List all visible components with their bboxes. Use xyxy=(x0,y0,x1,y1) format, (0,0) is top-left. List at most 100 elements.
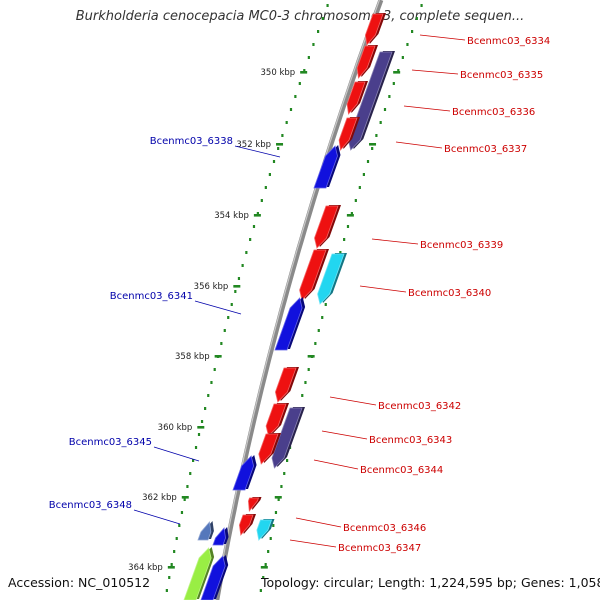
track-dot-inner xyxy=(220,342,223,345)
track-dot-inner xyxy=(223,329,226,332)
track-dot-inner xyxy=(173,550,176,553)
forward-gene-6 xyxy=(314,205,341,249)
forward-gene-11 xyxy=(271,407,305,469)
track-dot-inner xyxy=(298,82,301,85)
gene-edge xyxy=(197,521,212,541)
track-dot-inner xyxy=(234,290,237,293)
gene-label: Bcenmc03_6339 xyxy=(420,240,503,251)
topology-label: Topology: xyxy=(261,575,320,590)
track-dot-outer xyxy=(379,121,382,124)
leader-line xyxy=(313,459,359,470)
track-dot-inner xyxy=(189,472,192,475)
gene-edge xyxy=(346,81,366,115)
leader-line xyxy=(289,539,337,548)
tick-mark xyxy=(197,426,205,429)
track-dot-outer xyxy=(286,459,289,462)
accession-line: Accession: NC_010512 xyxy=(8,575,150,590)
track-dot-inner xyxy=(294,95,297,98)
gene-label: Bcenmc03_6336 xyxy=(452,107,535,118)
gene-label: Bcenmc03_6335 xyxy=(460,70,543,81)
track-dot-inner xyxy=(252,225,256,228)
gene-body xyxy=(339,118,357,150)
gene-body xyxy=(275,368,296,402)
gene-edge xyxy=(338,117,358,151)
track-dot-inner xyxy=(204,407,207,410)
tick-mark xyxy=(181,496,189,499)
gene-edge xyxy=(364,13,384,46)
track-dot-outer xyxy=(420,4,423,7)
accession-value: NC_010512 xyxy=(78,575,151,590)
track-dot-inner xyxy=(183,498,186,501)
track-dot-inner xyxy=(264,186,267,189)
gene-body xyxy=(317,254,344,304)
track-dot-inner xyxy=(277,147,280,150)
gene-edge xyxy=(274,297,303,351)
gene-edge xyxy=(247,497,260,513)
gene-edge xyxy=(271,407,303,469)
reverse-gene-7 xyxy=(200,555,229,600)
gene-label: Bcenmc03_6337 xyxy=(444,144,527,155)
track-dot-inner xyxy=(281,134,284,137)
gene-body xyxy=(184,548,212,600)
tick-mark xyxy=(274,496,282,499)
track-dot-outer xyxy=(307,368,310,371)
tick-label: 356 kbp xyxy=(194,282,229,292)
gene-label: Bcenmc03_6347 xyxy=(338,543,421,554)
leader-line xyxy=(321,430,368,440)
gene-label: Bcenmc03_6342 xyxy=(378,401,461,412)
gene-label: Bcenmc03_6338 xyxy=(150,136,233,147)
gene-body xyxy=(357,46,375,78)
tick-mark xyxy=(233,285,241,288)
track-dot-outer xyxy=(339,251,342,254)
forward-gene-1 xyxy=(364,13,386,46)
track-dot-outer xyxy=(411,30,414,33)
track-dot-outer xyxy=(267,550,270,553)
topology-value: circular; xyxy=(323,575,374,590)
forward-gene-4 xyxy=(346,81,368,115)
gene-label: Bcenmc03_6346 xyxy=(343,523,426,534)
forward-gene-7 xyxy=(299,249,329,301)
gene-edge xyxy=(238,514,254,536)
forward-gene-9 xyxy=(274,367,299,403)
backbone-track xyxy=(214,0,384,600)
leader-line xyxy=(403,105,451,112)
leader-line xyxy=(359,285,407,293)
track-dot-inner xyxy=(197,433,201,436)
tick-mark xyxy=(167,566,175,569)
gene-label: Bcenmc03_6334 xyxy=(467,36,550,47)
gene-body xyxy=(275,298,303,350)
tick-mark xyxy=(369,143,377,146)
tick-label: 364 kbp xyxy=(128,563,163,573)
track-dot-outer xyxy=(269,537,272,540)
track-dot-outer xyxy=(324,303,327,306)
forward-gene-8 xyxy=(317,253,347,305)
track-dot-outer xyxy=(383,108,387,111)
track-dot-inner xyxy=(326,4,329,7)
track-dot-outer xyxy=(317,329,320,332)
reverse-gene-6 xyxy=(183,547,215,600)
track-dot-inner xyxy=(175,537,178,540)
gene-edge xyxy=(258,433,279,465)
track-dot-outer xyxy=(362,173,365,176)
track-dot-outer xyxy=(272,524,275,527)
leader-line xyxy=(329,396,377,406)
gene-label: Bcenmc03_6348 xyxy=(49,500,132,511)
track-dot-outer xyxy=(343,238,346,241)
track-dot-inner xyxy=(249,238,252,241)
tick-mark xyxy=(214,355,222,358)
tick-mark xyxy=(300,71,308,74)
gene-body xyxy=(239,515,253,535)
tick-mark xyxy=(253,214,261,217)
gene-body xyxy=(348,52,392,150)
forward-gene-12 xyxy=(258,433,281,465)
track-dot-inner xyxy=(289,108,293,111)
reverse-gene-2 xyxy=(274,297,306,351)
track-dot-outer xyxy=(358,186,361,189)
length-value: 1,224,595 bp; xyxy=(429,575,517,590)
track-dot-outer xyxy=(283,472,286,475)
track-dot-outer xyxy=(375,134,378,137)
tick-label: 354 kbp xyxy=(214,211,249,221)
track-dot-inner xyxy=(272,160,276,163)
leader-line xyxy=(411,69,459,75)
